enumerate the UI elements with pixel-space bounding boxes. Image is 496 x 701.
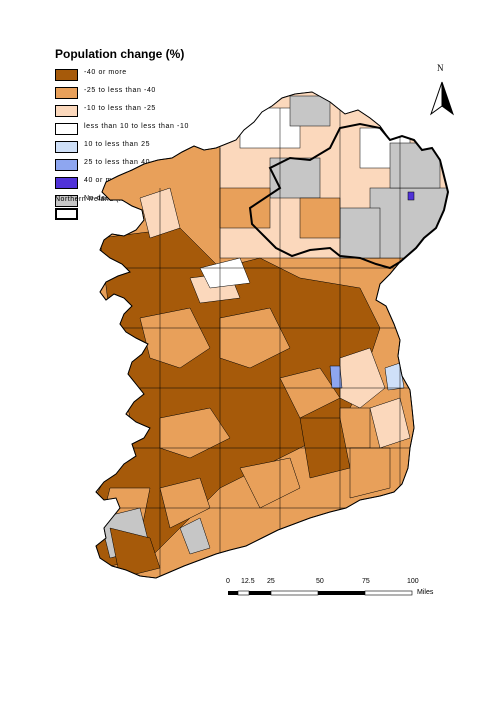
scale-bar: 0 12.5 25 50 75 100 Miles <box>220 578 460 608</box>
scale-bar-graphic <box>228 590 413 596</box>
ireland-choropleth-map <box>95 91 450 579</box>
legend-label: -25 to less than -40 <box>84 87 156 94</box>
scale-tick-label: 12.5 <box>241 578 255 585</box>
legend-title: Population change (%) <box>55 47 185 61</box>
legend-item: 40 or more <box>55 176 255 194</box>
legend-swatch <box>55 105 78 117</box>
legend-item: less than 10 to less than -10 <box>55 122 255 140</box>
legend-label: 40 or more <box>84 177 124 184</box>
ni-legend-label: Northern Ireland (from 1921) <box>55 196 158 203</box>
scale-tick-label: 75 <box>362 578 370 585</box>
legend-item: -40 or more <box>55 68 255 86</box>
legend-label: -40 or more <box>84 69 127 76</box>
legend-item: -25 to less than -40 <box>55 86 255 104</box>
north-label: N <box>437 63 444 73</box>
scale-tick-label: 0 <box>226 578 230 585</box>
scale-tick-label: 50 <box>316 578 324 585</box>
legend-swatch <box>55 177 78 189</box>
legend-item: No data <box>55 194 255 212</box>
legend-label: 25 to less than 40 <box>84 159 151 166</box>
legend-label: No data <box>84 195 113 202</box>
legend-swatch <box>55 159 78 171</box>
ni-legend-swatch <box>55 208 78 220</box>
legend-label: 10 to less than 25 <box>84 141 151 148</box>
scale-tick-label: 25 <box>267 578 275 585</box>
legend-item: 10 to less than 25 <box>55 140 255 158</box>
legend-swatch <box>55 141 78 153</box>
legend-swatch <box>55 87 78 99</box>
legend-swatch <box>55 195 78 207</box>
legend: -40 or more -25 to less than -40 -10 to … <box>55 68 255 212</box>
legend-swatch <box>55 69 78 81</box>
legend-swatch <box>55 123 78 135</box>
north-arrow-icon <box>430 81 454 116</box>
scale-tick-label: 100 <box>407 578 419 585</box>
legend-label: -10 to less than -25 <box>84 105 156 112</box>
legend-label: less than 10 to less than -10 <box>84 123 189 130</box>
legend-item: 25 to less than 40 <box>55 158 255 176</box>
legend-item: -10 to less than -25 <box>55 104 255 122</box>
scale-unit-label: Miles <box>417 589 434 596</box>
